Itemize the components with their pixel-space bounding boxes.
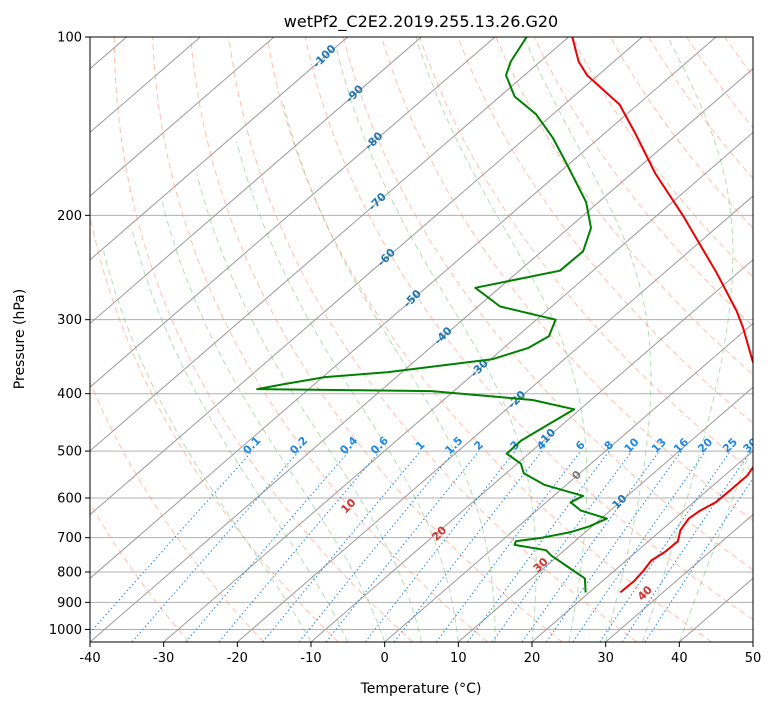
- mixing-ratio-label: 25: [720, 436, 740, 456]
- mixing-ratio-label: 0.2: [287, 434, 310, 457]
- isopleth-labels: -100-90-80-70-60-50-40-30-20-10010102030…: [240, 42, 775, 603]
- mixing-ratio-line: [546, 451, 681, 642]
- y-axis: 100 200 300 400 500 600 700 800 900 1000: [49, 31, 90, 638]
- isotherm-line: [606, 37, 775, 642]
- dry-adiabat-line: [725, 37, 775, 642]
- mixing-ratio-line: [468, 451, 610, 642]
- mixing-ratio-line: [436, 451, 580, 642]
- mixing-ratio-line: [492, 451, 632, 642]
- x-tick-label: 40: [671, 651, 688, 666]
- mixing-ratio-label: 36: [761, 435, 775, 455]
- isotherm-line: [0, 37, 274, 642]
- moist-adiabat-line: [132, 228, 348, 642]
- moist-adiabat-line: [162, 202, 385, 642]
- mixing-ratio-line: [326, 451, 479, 642]
- y-tick-label: 700: [57, 531, 82, 546]
- dry-adiabat-line: [0, 37, 189, 642]
- isotherm-line: [164, 37, 775, 642]
- y-axis-title: Pressure (hPa): [12, 289, 28, 389]
- isotherm-label: -100: [310, 42, 339, 71]
- mixing-ratio-line: [299, 451, 454, 642]
- mixing-ratio-label: 16: [671, 435, 691, 455]
- mixing-ratio-line: [186, 451, 349, 642]
- x-tick-label: -40: [79, 651, 100, 666]
- mixing-ratio-label: 1.5: [442, 434, 465, 457]
- x-tick-label: 30: [597, 651, 614, 666]
- mixing-ratio-label: 30: [741, 435, 761, 455]
- plot-frame: [90, 37, 753, 642]
- isotherm-line: [237, 37, 775, 642]
- x-tick-label: 20: [524, 651, 541, 666]
- dry-adiabat-line: [534, 37, 775, 642]
- mixing-ratio-label: 10: [622, 435, 642, 455]
- y-tick-label: 800: [57, 566, 82, 581]
- dry-adiabat-line: [610, 37, 775, 642]
- mixing-ratio-label: 0.6: [368, 434, 391, 457]
- dry-adiabat-line: [114, 37, 413, 642]
- x-tick-label: -10: [300, 651, 321, 666]
- dry-adiabat-line: [35, 37, 263, 642]
- theta-e-line: [0, 37, 66, 642]
- y-tick-label: 300: [57, 313, 82, 328]
- dry-adiabat-line: [420, 37, 775, 642]
- y-tick-label: 400: [57, 387, 82, 402]
- dry-adiabat-line: [763, 37, 775, 642]
- isotherm-line: [16, 37, 716, 642]
- dry-adiabat-line: [76, 37, 339, 642]
- mixing-ratio-line: [263, 451, 421, 642]
- dewpoint-line: [257, 37, 607, 592]
- mixing-ratio-label: 0.4: [337, 434, 360, 457]
- x-tick-label: 50: [745, 651, 762, 666]
- dry-adiabat-label: 40: [635, 583, 655, 603]
- dry-adiabat-line: [191, 37, 563, 642]
- moist-adiabat-line: [284, 105, 496, 643]
- moist-adiabat-line: [104, 251, 311, 642]
- x-axis: -40 -30 -20 -10 0 10 20 30 40 50: [79, 642, 761, 666]
- plot-background: [0, 37, 775, 642]
- isotherm-line: [0, 37, 495, 642]
- chart-title: wetPf2_C2E2.2019.255.13.26.G20: [284, 12, 558, 32]
- x-axis-title: Temperature (°C): [360, 681, 482, 697]
- mixing-ratio-label: 13: [649, 436, 669, 456]
- profile-series: [257, 37, 764, 592]
- y-tick-label: 900: [57, 596, 82, 611]
- x-tick-label: 10: [450, 651, 467, 666]
- y-tick-label: 1000: [49, 623, 82, 638]
- isotherm-line: [753, 37, 775, 642]
- x-tick-label: 0: [381, 651, 389, 666]
- dry-adiabat-line: [649, 37, 775, 642]
- mixing-ratio-line: [82, 451, 253, 642]
- y-tick-label: 500: [57, 445, 82, 460]
- isotherm-line: [0, 37, 348, 642]
- y-tick-label: 200: [57, 209, 82, 224]
- dry-adiabat-label: 10: [338, 496, 358, 516]
- y-tick-label: 100: [57, 31, 82, 46]
- x-tick-label: -20: [227, 651, 248, 666]
- dry-adiabat-line: [572, 37, 775, 642]
- x-tick-label: -30: [153, 651, 174, 666]
- mixing-ratio-line: [600, 451, 731, 642]
- mixing-ratio-line: [365, 451, 515, 642]
- y-tick-label: 600: [57, 492, 82, 507]
- temperature-line: [572, 37, 764, 592]
- moist-adiabat-line: [643, 37, 733, 642]
- skewt-chart: wetPf2_C2E2.2019.255.13.26.G20 -100-90-8…: [0, 0, 775, 708]
- mixing-ratio-label: 0.1: [240, 434, 263, 457]
- dry-adiabat-line: [687, 37, 775, 642]
- isotherm-line: [0, 37, 569, 642]
- mixing-ratio-line: [219, 451, 380, 642]
